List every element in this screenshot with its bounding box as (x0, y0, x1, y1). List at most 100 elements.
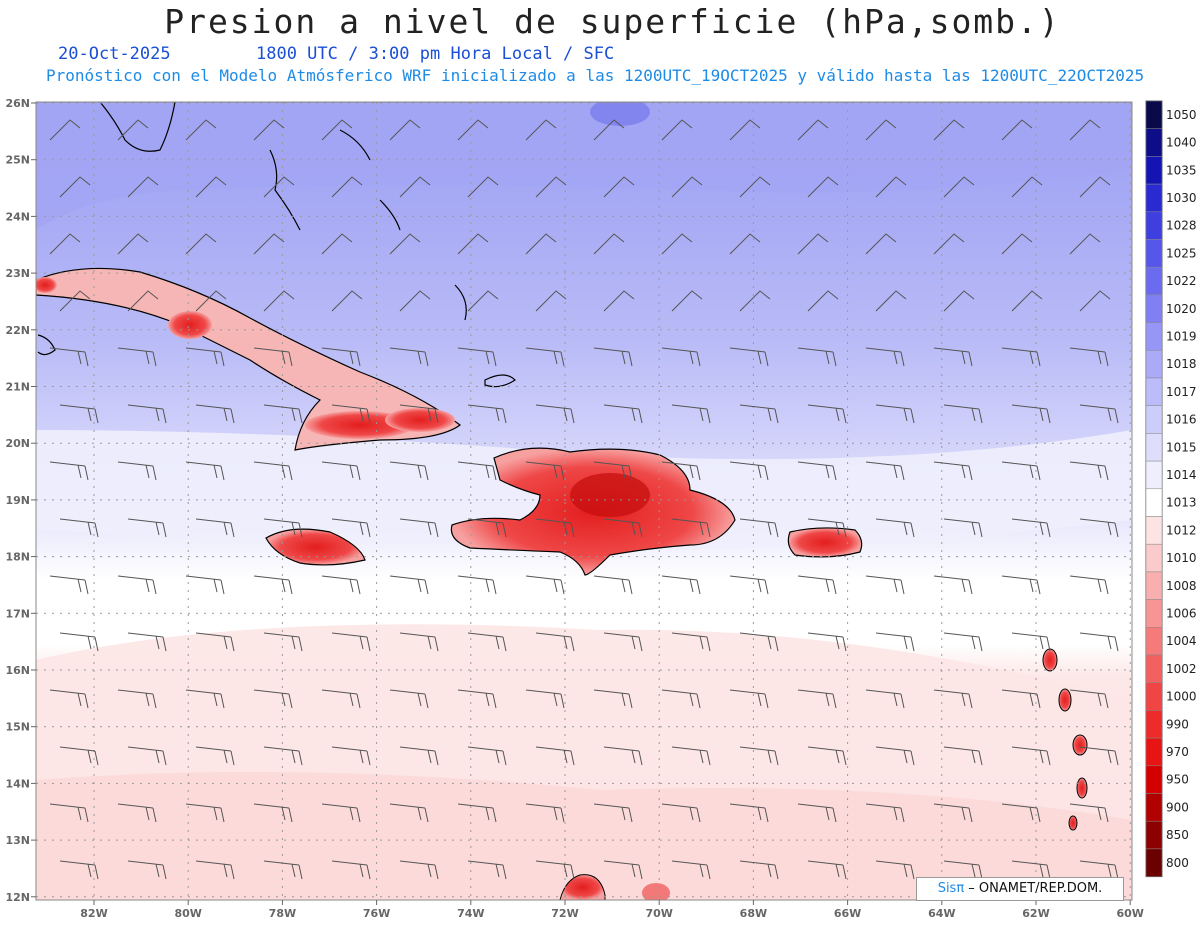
wind-barb (535, 746, 575, 766)
colorbar-label: 990 (1166, 717, 1189, 731)
wind-barb (457, 347, 497, 367)
inagua-island (484, 374, 516, 388)
wind-barb (331, 746, 371, 766)
colorbar-swatch (1145, 294, 1163, 323)
wind-barb (399, 404, 439, 424)
colorbar-swatch (1145, 433, 1163, 462)
wind-barb (797, 347, 837, 367)
wind-barb (1001, 347, 1041, 367)
colorbar-swatch (1145, 820, 1163, 850)
longitude-axis: 82W 80W 78W 76W 74W 72W 70W 68W 66W 64W 62W 60W (80, 900, 1144, 920)
st-lucia-island (1076, 777, 1088, 799)
lon-label: 62W (1022, 907, 1049, 920)
wind-barb (1079, 404, 1119, 424)
wind-barb (1079, 290, 1111, 312)
wind-barb (185, 689, 225, 709)
wind-barb (671, 404, 711, 424)
wind-barb (195, 518, 235, 538)
wind-barb (739, 518, 779, 538)
wind-barb (389, 233, 421, 255)
wind-barb (49, 119, 81, 141)
wind-barb (195, 290, 227, 312)
wind-barb (253, 689, 293, 709)
wind-barb (807, 176, 839, 198)
wind-barb (457, 575, 497, 595)
wind-barb (603, 632, 643, 652)
latitude-axis: 26N 25N 24N 23N 22N 21N 20N 19N 18N 17N 16N 15N 14N 1… (5, 97, 36, 904)
colorbar-swatch (1145, 350, 1163, 379)
wind-barb (185, 575, 225, 595)
wind-barb (525, 347, 565, 367)
wind-barb (797, 575, 837, 595)
colorbar-label: 1014 (1166, 468, 1197, 482)
colorbar-label: 800 (1166, 856, 1189, 870)
wind-barb (1079, 860, 1119, 880)
colorbar-label: 1030 (1166, 191, 1197, 205)
wind-barb (933, 461, 973, 481)
wind-barb (59, 290, 91, 312)
wind-barb (525, 233, 557, 255)
colorbar-swatch (1145, 682, 1163, 711)
pressure-colorbar: 1050 1040 1035 1030 1028 1025 1022 1020 1019 1018… (1145, 100, 1197, 878)
wind-barb (195, 860, 235, 880)
credit-brand: Sisπ (937, 881, 965, 896)
wind-barb (661, 233, 693, 255)
wind-barb (49, 575, 89, 595)
wind-barb (263, 404, 303, 424)
wind-barb (253, 575, 293, 595)
wind-barb (729, 347, 769, 367)
colorbar-swatch (1145, 793, 1163, 822)
wind-barb (399, 746, 439, 766)
wind-barb (467, 860, 507, 880)
wind-barb (59, 860, 99, 880)
wind-barb (807, 404, 847, 424)
lat-label: 12N (5, 891, 30, 904)
colorbar-swatch (1145, 516, 1163, 545)
wind-barb (457, 119, 489, 141)
wind-barb (729, 803, 769, 823)
wind-barb (185, 461, 225, 481)
wind-barb (865, 689, 905, 709)
jamaica-island (265, 528, 366, 566)
wind-barb (195, 746, 235, 766)
wind-barb (253, 233, 285, 255)
wind-barb (671, 746, 711, 766)
lat-label: 25N (5, 154, 30, 167)
wind-barb (729, 689, 769, 709)
colorbar-label: 1008 (1166, 579, 1197, 593)
wind-barb (49, 233, 81, 255)
wind-barb (593, 803, 633, 823)
wind-barb (185, 803, 225, 823)
wind-barb (127, 518, 167, 538)
wind-barb (263, 176, 295, 198)
wind-barb (127, 860, 167, 880)
colorbar-label: 1006 (1166, 606, 1197, 620)
wind-barb (457, 461, 497, 481)
wind-barb (1069, 461, 1109, 481)
wind-barb (535, 404, 575, 424)
wind-barb (729, 119, 761, 141)
wind-barb (875, 176, 907, 198)
wind-barb (943, 290, 975, 312)
wind-barb (671, 290, 703, 312)
cuba-low-west (168, 311, 212, 339)
wind-barb (875, 404, 915, 424)
wind-barb (1001, 803, 1041, 823)
colorbar-label: 1000 (1166, 690, 1197, 704)
lon-label: 76W (363, 907, 390, 920)
wind-barb (525, 575, 565, 595)
wind-barb (49, 803, 89, 823)
wind-barb (943, 404, 983, 424)
colorbar-swatch (1145, 848, 1163, 877)
wind-barb (1069, 803, 1109, 823)
wind-barb (389, 347, 429, 367)
wind-barb (1069, 575, 1109, 595)
lon-label: 74W (457, 907, 484, 920)
wind-barb (59, 632, 99, 652)
wind-barb (739, 290, 771, 312)
lon-label: 68W (740, 907, 767, 920)
wind-barb (661, 347, 701, 367)
lon-label: 66W (834, 907, 861, 920)
map-plot-area (36, 102, 1132, 900)
wind-barb (875, 860, 915, 880)
